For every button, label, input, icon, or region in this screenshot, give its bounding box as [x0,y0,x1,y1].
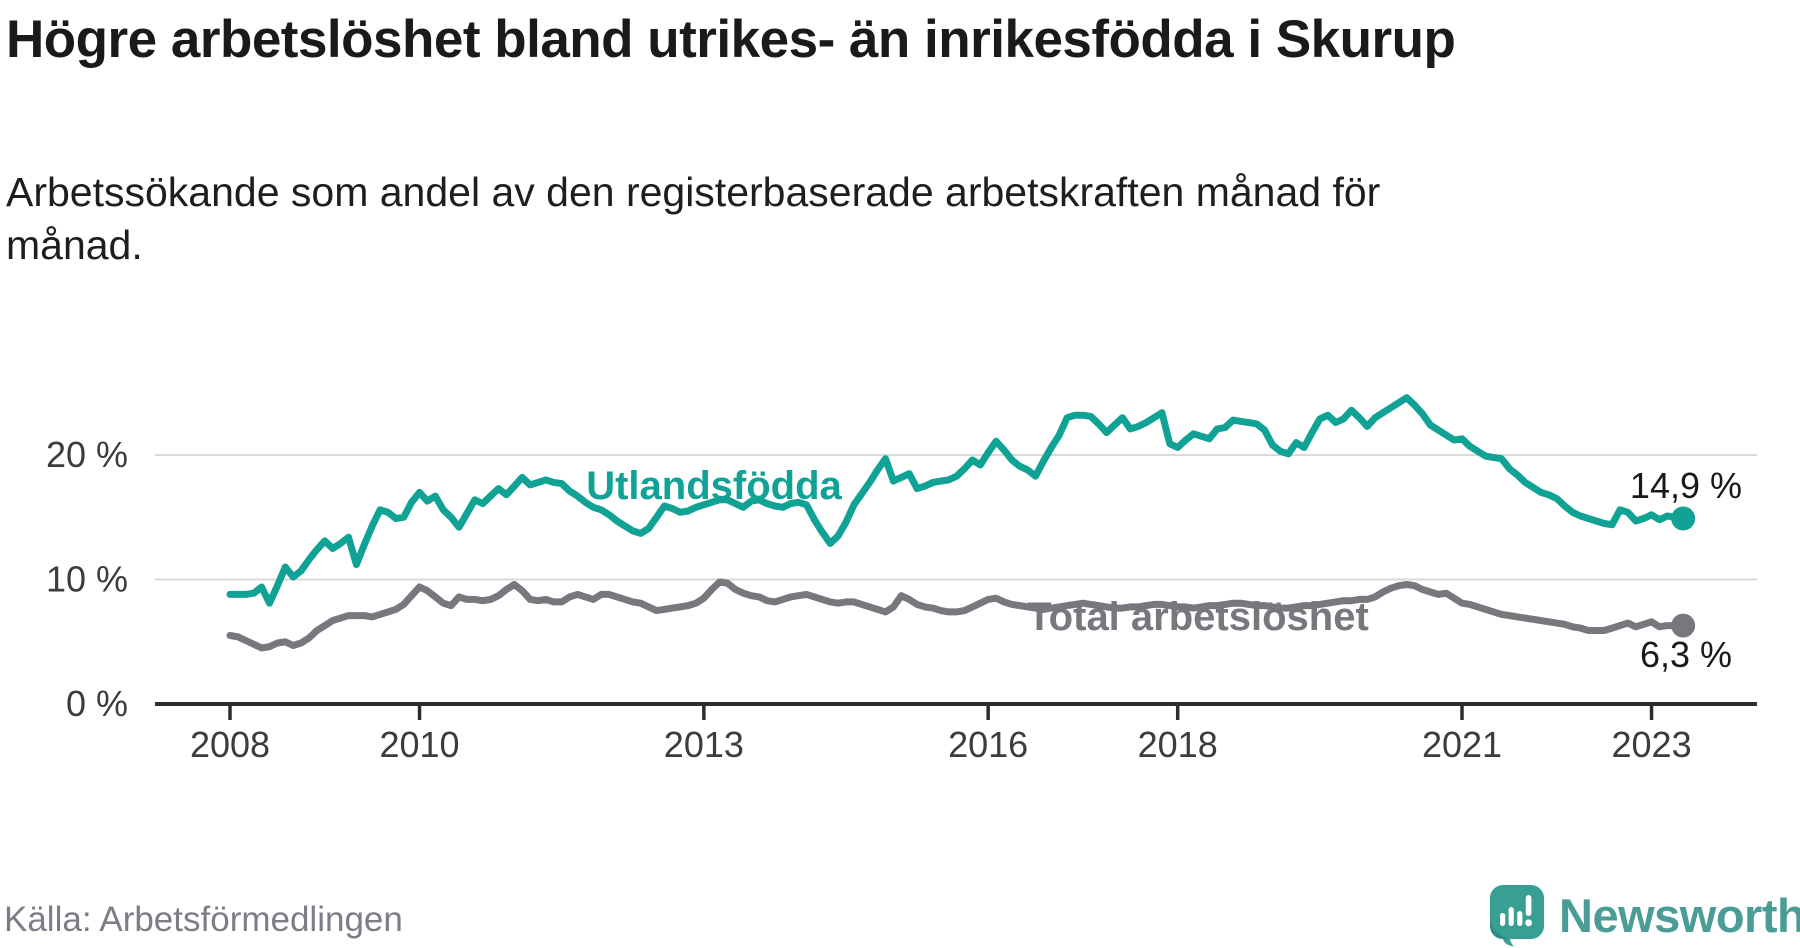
y-tick-label: 10 % [46,559,128,600]
series-label-total: Total arbetslöshet [1027,595,1369,639]
axis-tick-labels: 0 % 10 % 20 % 2008 2010 2013 2016 2018 2021 2023 [46,434,1692,765]
y-tick-label: 20 % [46,434,128,475]
x-tick-label: 2018 [1138,724,1218,765]
x-tick-label: 2013 [664,724,744,765]
chart-subtitle: Arbetssökande som andel av den registerb… [6,169,1381,269]
source-attribution: Källa: Arbetsförmedlingen [4,900,403,939]
x-tick-label: 2008 [190,724,270,765]
newsworthy-logo-text: Newsworthy [1559,888,1800,942]
x-tick-label: 2023 [1612,724,1692,765]
x-tick-label: 2010 [379,724,459,765]
series-lines [226,394,1696,652]
series-line [226,394,1687,607]
series-line [226,578,1687,652]
end-value-utlandsfodda: 14,9 % [1630,465,1742,506]
end-value-total: 6,3 % [1640,634,1732,675]
series-label-utlandsfodda: Utlandsfödda [586,464,842,508]
x-tick-label: 2016 [948,724,1028,765]
newsworthy-logo-icon [1490,884,1544,946]
x-axis [155,702,1757,720]
x-tick-label: 2021 [1422,724,1502,765]
series-end-dot [1671,506,1696,531]
series-end-dot [1671,613,1696,638]
y-tick-label: 0 % [66,683,128,724]
page-title: Högre arbetslöshet bland utrikes- än inr… [6,10,1456,69]
newsworthy-logo: Newsworthy [1489,884,1800,946]
